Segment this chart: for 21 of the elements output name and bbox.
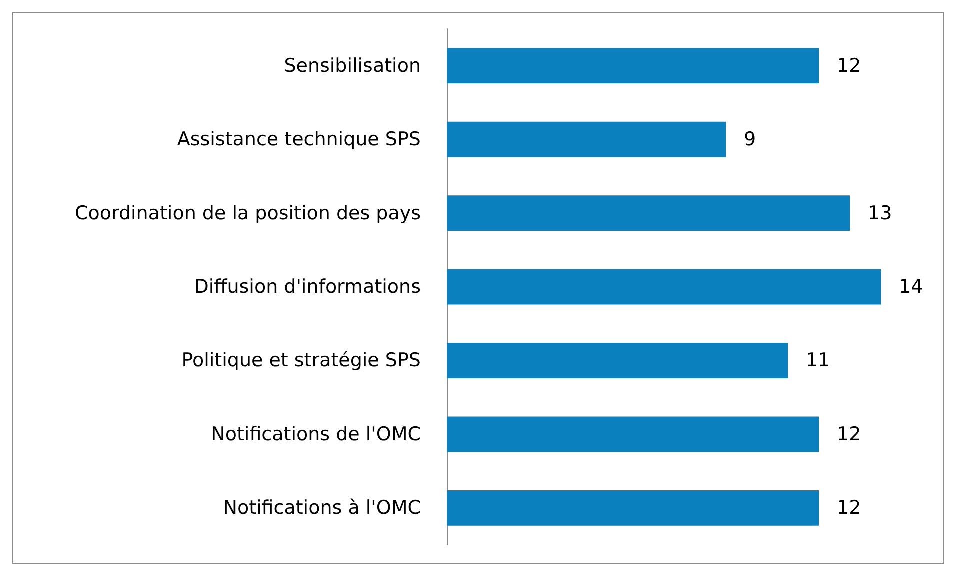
bar — [447, 48, 819, 84]
bar — [447, 122, 726, 158]
y-tick-label: Notifications de l'OMC — [211, 423, 421, 446]
data-label: 14 — [899, 276, 924, 298]
data-label: 11 — [806, 350, 830, 372]
bar — [447, 490, 819, 526]
y-tick-label: Diffusion d'informations — [194, 276, 421, 298]
bar — [447, 343, 788, 378]
data-label: 12 — [837, 423, 862, 446]
data-label: 12 — [837, 54, 862, 77]
y-tick-label: Assistance technique SPS — [177, 128, 421, 151]
y-tick-label: Notifications à l'OMC — [223, 497, 421, 520]
data-label: 9 — [744, 128, 756, 151]
data-label: 13 — [868, 202, 892, 224]
y-tick-label: Sensibilisation — [284, 54, 421, 77]
bar — [447, 196, 850, 231]
y-tick-label: Coordination de la position des pays — [74, 202, 421, 224]
data-label: 12 — [837, 497, 862, 520]
bar — [447, 416, 819, 452]
bar — [447, 269, 881, 305]
y-tick-label: Politique et stratégie SPS — [182, 350, 421, 372]
